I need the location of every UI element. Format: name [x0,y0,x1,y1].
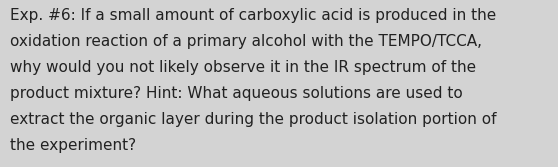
Text: why would you not likely observe it in the IR spectrum of the: why would you not likely observe it in t… [10,60,476,75]
Text: extract the organic layer during the product isolation portion of: extract the organic layer during the pro… [10,112,497,127]
Text: oxidation reaction of a primary alcohol with the TEMPO/TCCA,: oxidation reaction of a primary alcohol … [10,34,482,49]
Text: the experiment?: the experiment? [10,138,136,153]
Text: product mixture? Hint: What aqueous solutions are used to: product mixture? Hint: What aqueous solu… [10,86,463,101]
Text: Exp. #6: If a small amount of carboxylic acid is produced in the: Exp. #6: If a small amount of carboxylic… [10,8,496,23]
